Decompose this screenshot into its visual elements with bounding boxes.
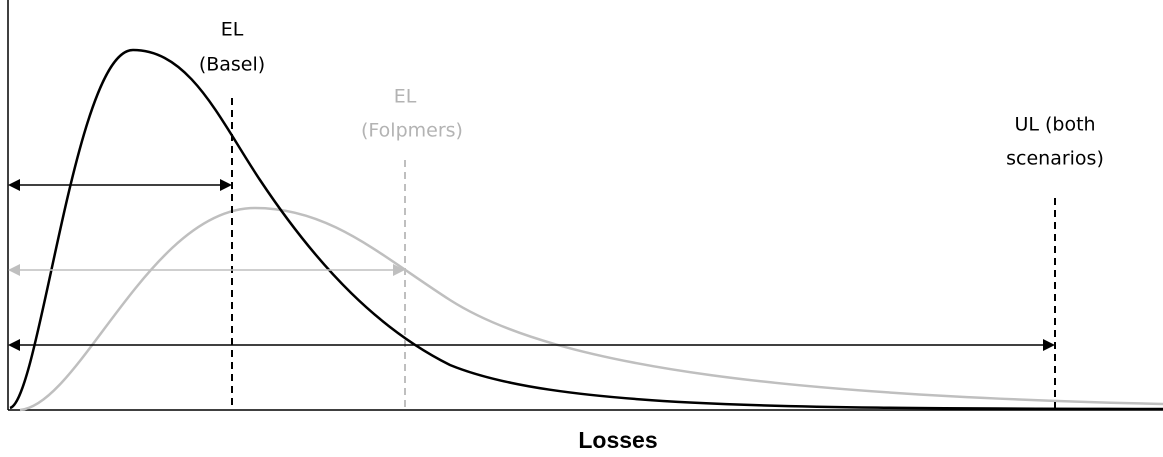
marker-label: EL <box>221 19 244 41</box>
ul-arrow <box>8 339 1055 351</box>
marker-label: (Basel) <box>199 54 265 76</box>
marker-label: (Folpmers) <box>361 120 463 142</box>
el-basel-arrow <box>8 179 232 191</box>
marker-label: scenarios) <box>1006 148 1104 170</box>
marker-label: UL (both <box>1014 114 1095 136</box>
folpmers-curve <box>19 206 1163 412</box>
axis-label: Losses <box>578 427 657 453</box>
el-folpmers-arrow <box>8 264 405 276</box>
basel-curve <box>9 48 1163 411</box>
marker-label: EL <box>394 86 417 108</box>
